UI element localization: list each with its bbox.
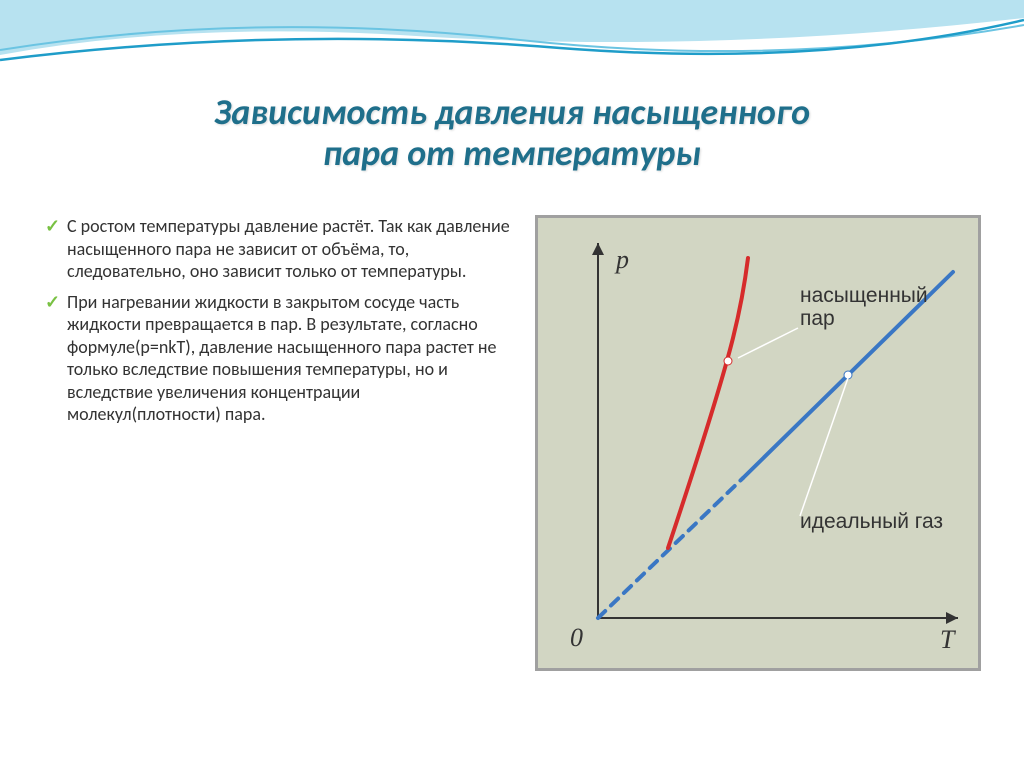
bullet-text: При нагревании жидкости в закрытом сосуд…: [67, 291, 497, 426]
title-line-1: Зависимость давления насыщенного: [0, 92, 1024, 133]
chart-svg: p 0 Tнасыщенныйпар идеальный газ: [538, 218, 978, 668]
svg-text:насыщенный: насыщенный: [800, 284, 928, 307]
bullet-text: С ростом температуры давление растёт. Та…: [67, 215, 510, 282]
bullet-item: С ростом температуры давление растёт. Та…: [45, 215, 515, 283]
title-line-2: пара от температуры: [0, 133, 1024, 174]
bullet-item: При нагревании жидкости в закрытом сосуд…: [45, 291, 515, 426]
svg-text:T: T: [940, 625, 956, 654]
svg-text:пар: пар: [800, 307, 835, 330]
bullet-column: С ростом температуры давление растёт. Та…: [45, 215, 515, 738]
pressure-vs-temperature-chart: p 0 Tнасыщенныйпар идеальный газ: [535, 215, 981, 671]
svg-text:идеальный газ: идеальный газ: [800, 510, 943, 533]
page-title: Зависимость давления насыщенного пара от…: [0, 92, 1024, 175]
svg-text:p: p: [614, 245, 629, 274]
svg-text:0: 0: [570, 623, 583, 652]
